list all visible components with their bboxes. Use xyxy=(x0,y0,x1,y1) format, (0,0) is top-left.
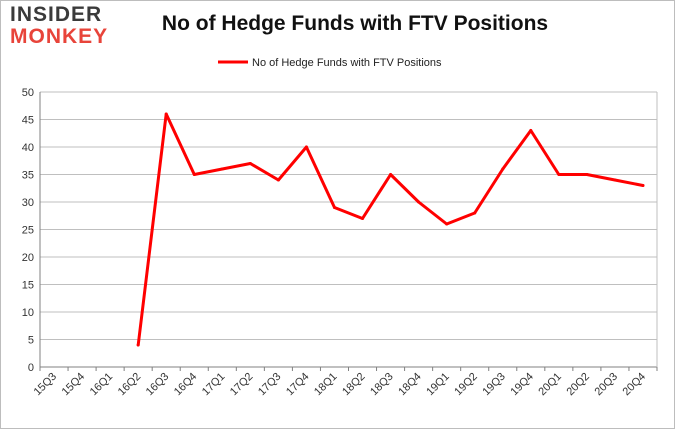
x-tick-label: 20Q2 xyxy=(564,371,592,399)
logo-line-2: MONKEY xyxy=(10,25,109,48)
y-tick-label: 15 xyxy=(22,280,34,292)
x-tick-label: 16Q1 xyxy=(88,371,116,399)
series-layer xyxy=(136,112,645,347)
y-tick-label: 35 xyxy=(22,170,34,182)
y-tick-label: 50 xyxy=(22,87,34,99)
data-point xyxy=(164,112,168,116)
data-point xyxy=(276,178,280,182)
x-tick-label: 16Q3 xyxy=(144,371,172,399)
y-tick-label: 45 xyxy=(22,115,34,127)
data-point xyxy=(529,129,533,132)
insider-monkey-logo: INSIDER MONKEY xyxy=(10,4,126,48)
x-tick-label: 17Q2 xyxy=(228,371,256,399)
x-tick-label: 20Q3 xyxy=(593,371,621,399)
x-tick-label: 17Q1 xyxy=(200,371,228,399)
data-point xyxy=(361,217,365,220)
x-tick-label: 20Q1 xyxy=(536,371,564,399)
y-tick-label: 40 xyxy=(22,142,34,154)
x-tick-label: 15Q3 xyxy=(32,371,60,399)
data-point xyxy=(557,173,561,176)
y-tick-label: 30 xyxy=(22,197,34,209)
y-tick-label: 5 xyxy=(28,335,34,347)
x-tick-label: 18Q3 xyxy=(368,371,396,399)
chart-title: No of Hedge Funds with FTV Positions xyxy=(161,12,549,35)
y-tick-label: 10 xyxy=(22,307,34,319)
x-tick-label: 17Q3 xyxy=(256,371,284,399)
data-point xyxy=(613,178,617,182)
legend-label: No of Hedge Funds with FTV Positions xyxy=(252,57,442,69)
data-point xyxy=(445,222,449,226)
y-axis-ticks: 0 5 10 15 20 25 30 35 40 45 50 xyxy=(22,87,34,374)
data-point xyxy=(304,145,308,149)
x-tick-label: 19Q4 xyxy=(508,371,536,399)
x-tick-label: 18Q2 xyxy=(340,371,368,399)
x-tick-label: 16Q2 xyxy=(116,371,144,399)
y-tick-label: 25 xyxy=(22,225,34,237)
data-point xyxy=(473,211,477,215)
x-tick-label: 17Q4 xyxy=(284,371,312,399)
legend: No of Hedge Funds with FTV Positions xyxy=(218,57,442,69)
gridlines xyxy=(40,91,657,368)
data-point xyxy=(248,162,252,165)
x-tick-label: 19Q2 xyxy=(452,371,480,399)
axes xyxy=(39,92,658,371)
data-point xyxy=(417,200,421,204)
x-tick-label: 20Q4 xyxy=(621,371,649,399)
data-point xyxy=(641,184,645,187)
logo-line-1: INSIDER xyxy=(10,3,103,26)
data-point xyxy=(585,173,589,176)
x-tick-label: 18Q1 xyxy=(312,371,340,399)
data-point xyxy=(192,173,196,176)
x-tick-label: 16Q4 xyxy=(172,371,200,399)
x-tick-label: 18Q4 xyxy=(396,371,424,399)
y-tick-label: 0 xyxy=(28,362,34,374)
x-tick-label: 15Q4 xyxy=(60,371,88,399)
data-point xyxy=(136,343,140,347)
x-tick-label: 19Q1 xyxy=(424,371,452,399)
x-axis-ticks: 15Q3 15Q4 16Q1 16Q2 16Q3 16Q4 17Q1 17Q2 17Q3 17Q4… xyxy=(32,371,648,399)
data-point xyxy=(220,167,224,171)
data-point xyxy=(332,206,336,209)
data-point xyxy=(389,173,393,176)
data-point xyxy=(501,167,505,171)
y-tick-label: 20 xyxy=(22,252,34,264)
x-tick-label: 19Q3 xyxy=(480,371,508,399)
